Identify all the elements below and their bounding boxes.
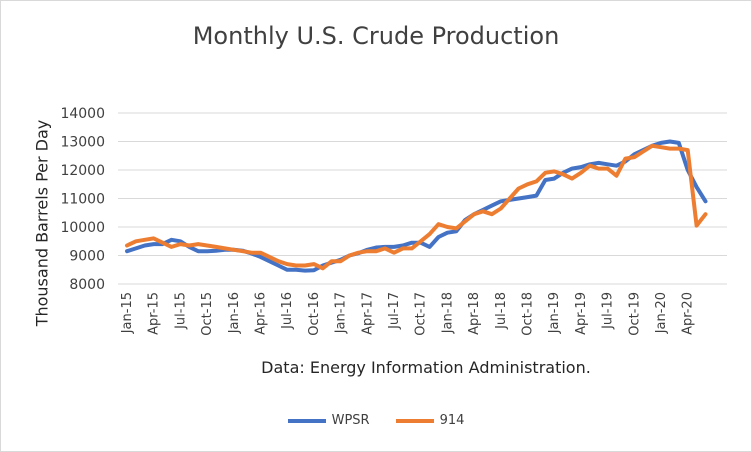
- y-tick-label: 14000: [60, 106, 105, 122]
- y-tick-label: 13000: [60, 135, 105, 151]
- x-tick-label: Oct-17: [414, 292, 429, 336]
- legend-swatch-914: [395, 418, 434, 423]
- legend-label-wpsr: WPSR: [331, 413, 370, 428]
- x-tick-label: Apr-18: [467, 292, 482, 335]
- x-tick-label: Oct-18: [521, 292, 536, 336]
- x-tick-label: Jul-19: [601, 292, 616, 330]
- x-tick-label: Apr-17: [360, 292, 375, 335]
- x-tick-label: Jul-15: [173, 292, 188, 330]
- x-tick-label: Apr-16: [254, 292, 269, 335]
- x-tick-label: Jul-17: [387, 292, 402, 330]
- x-tick-label: Jan-18: [440, 292, 455, 334]
- legend: WPSR 914: [0, 413, 752, 428]
- x-tick-label: Oct-15: [200, 292, 215, 336]
- x-tick-label: Jan-20: [654, 292, 669, 334]
- x-tick-label: Jul-16: [280, 292, 295, 330]
- x-tick-label: Apr-19: [574, 292, 589, 335]
- x-tick-label: Jan-16: [227, 292, 242, 334]
- y-tick-label: 11000: [60, 192, 105, 208]
- legend-item-wpsr: WPSR: [287, 413, 370, 428]
- legend-item-914: 914: [395, 413, 465, 428]
- y-tick-label: 10000: [60, 220, 105, 236]
- x-tick-label: Jan-17: [334, 292, 349, 334]
- x-tick-label: Oct-19: [627, 292, 642, 336]
- x-tick-label: Jan-15: [120, 292, 135, 334]
- y-tick-label: 8000: [69, 277, 105, 293]
- x-axis-label: Data: Energy Information Administration.: [261, 358, 591, 377]
- x-tick-label: Apr-20: [681, 292, 696, 335]
- series-line-wpsr: [125, 139, 708, 273]
- y-tick-label: 9000: [69, 249, 105, 265]
- legend-label-914: 914: [439, 413, 465, 428]
- x-tick-label: Jul-18: [494, 292, 509, 330]
- y-tick-label: 12000: [60, 163, 105, 179]
- chart-title: Monthly U.S. Crude Production: [192, 22, 560, 50]
- x-tick-label: Jan-19: [547, 292, 562, 334]
- legend-swatch-wpsr: [287, 418, 326, 423]
- series-line-914: [125, 143, 708, 271]
- x-tick-label: Oct-16: [307, 292, 322, 336]
- x-tick-label: Apr-15: [147, 292, 162, 335]
